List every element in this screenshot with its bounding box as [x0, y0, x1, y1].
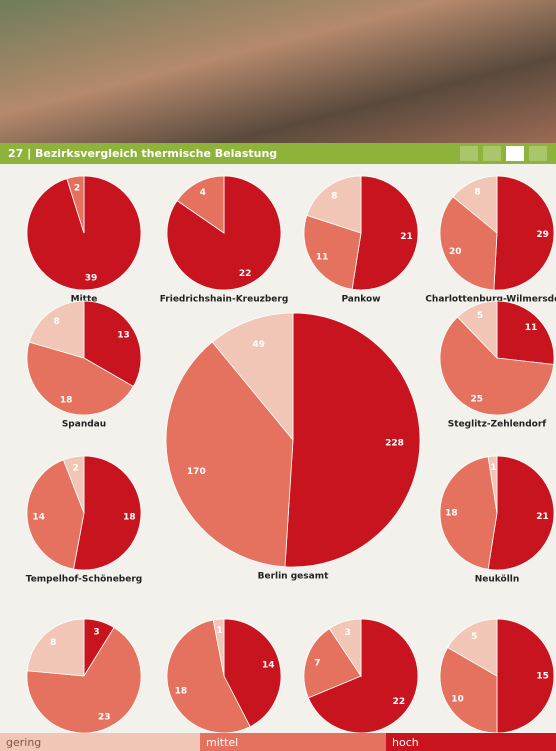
pie-slice	[223, 618, 282, 728]
value-label: 7	[314, 658, 320, 668]
value-label: 14	[32, 513, 45, 523]
value-label: 8	[50, 638, 56, 648]
pie-slice	[487, 455, 498, 514]
value-label: 11	[316, 252, 329, 262]
pie-slice	[165, 341, 294, 568]
pie-slice	[306, 175, 362, 234]
value-label: 49	[252, 340, 265, 350]
pie-slice	[439, 316, 555, 416]
legend-swatch	[200, 733, 386, 751]
title-bar	[0, 143, 556, 164]
pie-slice	[26, 341, 134, 416]
pie-slice	[439, 646, 498, 734]
value-label: 23	[98, 712, 111, 722]
pie-slice	[211, 312, 294, 442]
pie-slice	[493, 175, 555, 291]
pie-slice	[284, 312, 421, 568]
photo	[0, 0, 556, 143]
pie-slice	[351, 175, 419, 291]
nav-icon[interactable]	[506, 146, 524, 161]
value-label: 2	[72, 464, 78, 474]
value-label: 20	[449, 247, 462, 257]
value-label: 14	[262, 661, 275, 671]
pie-slice	[303, 628, 362, 699]
pie-slice	[212, 618, 225, 677]
pie-slice	[439, 456, 498, 570]
value-label: 21	[536, 512, 549, 522]
pie-title: Tempelhof-Schöneberg	[26, 575, 143, 585]
value-label: 3	[93, 628, 99, 638]
pie-slice	[328, 618, 362, 678]
pie-title: Charlottenburg-Wilmersdorf	[425, 295, 556, 305]
pie-title: Friedrichshain-Kreuzberg	[160, 295, 289, 305]
pie-slice	[303, 214, 362, 290]
legend-label: gering	[6, 736, 41, 749]
value-label: 8	[331, 192, 337, 202]
legend-swatch	[0, 733, 200, 751]
value-label: 13	[117, 331, 130, 341]
value-label: 22	[239, 269, 252, 279]
pie-slice	[452, 175, 498, 234]
legend-label: hoch	[392, 736, 419, 749]
pie-slice	[83, 300, 142, 388]
pie-title: Mitte	[71, 295, 98, 305]
pie-slice	[166, 619, 251, 734]
pie-slice	[62, 455, 85, 514]
pie-slice	[456, 300, 498, 359]
nav-icon[interactable]	[460, 146, 478, 161]
value-label: 2	[74, 183, 80, 193]
value-label: 18	[175, 686, 188, 696]
pie-slice	[447, 618, 498, 677]
value-label: 25	[471, 394, 484, 404]
pie-slice	[487, 455, 555, 571]
nav-icon[interactable]	[529, 146, 547, 161]
pie-slice	[66, 175, 85, 234]
page-title: 27 | Bezirksvergleich thermische Belastu…	[8, 147, 277, 160]
pie-slice	[439, 196, 498, 291]
pie-title: Neukölln	[475, 575, 520, 585]
pie-slice	[307, 618, 419, 734]
pie-title: Pankow	[341, 295, 380, 305]
value-label: 228	[385, 439, 404, 449]
pie-title: Berlin gesamt	[258, 572, 329, 582]
value-label: 22	[393, 697, 406, 707]
value-label: 8	[474, 187, 480, 197]
legend-swatch	[386, 733, 556, 751]
value-label: 1	[217, 626, 223, 636]
value-label: 5	[471, 632, 477, 642]
value-label: 11	[525, 323, 538, 333]
value-label: 18	[445, 509, 458, 519]
pie-title: Spandau	[62, 420, 106, 430]
value-label: 8	[53, 317, 59, 327]
value-label: 1	[490, 463, 496, 473]
nav-icons	[460, 146, 547, 161]
pie-slice	[26, 459, 85, 570]
value-label: 21	[400, 232, 413, 242]
value-label: 3	[345, 628, 351, 638]
pie-slice	[28, 300, 85, 359]
pie-slice	[176, 175, 225, 234]
pie-slice	[73, 455, 142, 571]
value-label: 170	[187, 467, 206, 477]
value-label: 29	[536, 230, 549, 240]
nav-icon[interactable]	[483, 146, 501, 161]
pie-slice	[496, 300, 555, 365]
pie-slice	[26, 618, 85, 677]
value-label: 4	[200, 188, 206, 198]
value-label: 18	[123, 513, 136, 523]
value-label: 39	[85, 274, 98, 284]
value-label: 10	[451, 694, 464, 704]
legend-label: mittel	[206, 736, 238, 749]
value-label: 15	[536, 672, 549, 682]
value-label: 18	[60, 395, 73, 405]
pie-slice	[496, 618, 555, 734]
pie-title: Steglitz-Zehlendorf	[448, 420, 546, 430]
value-label: 5	[477, 311, 483, 321]
pie-slice	[26, 626, 142, 734]
